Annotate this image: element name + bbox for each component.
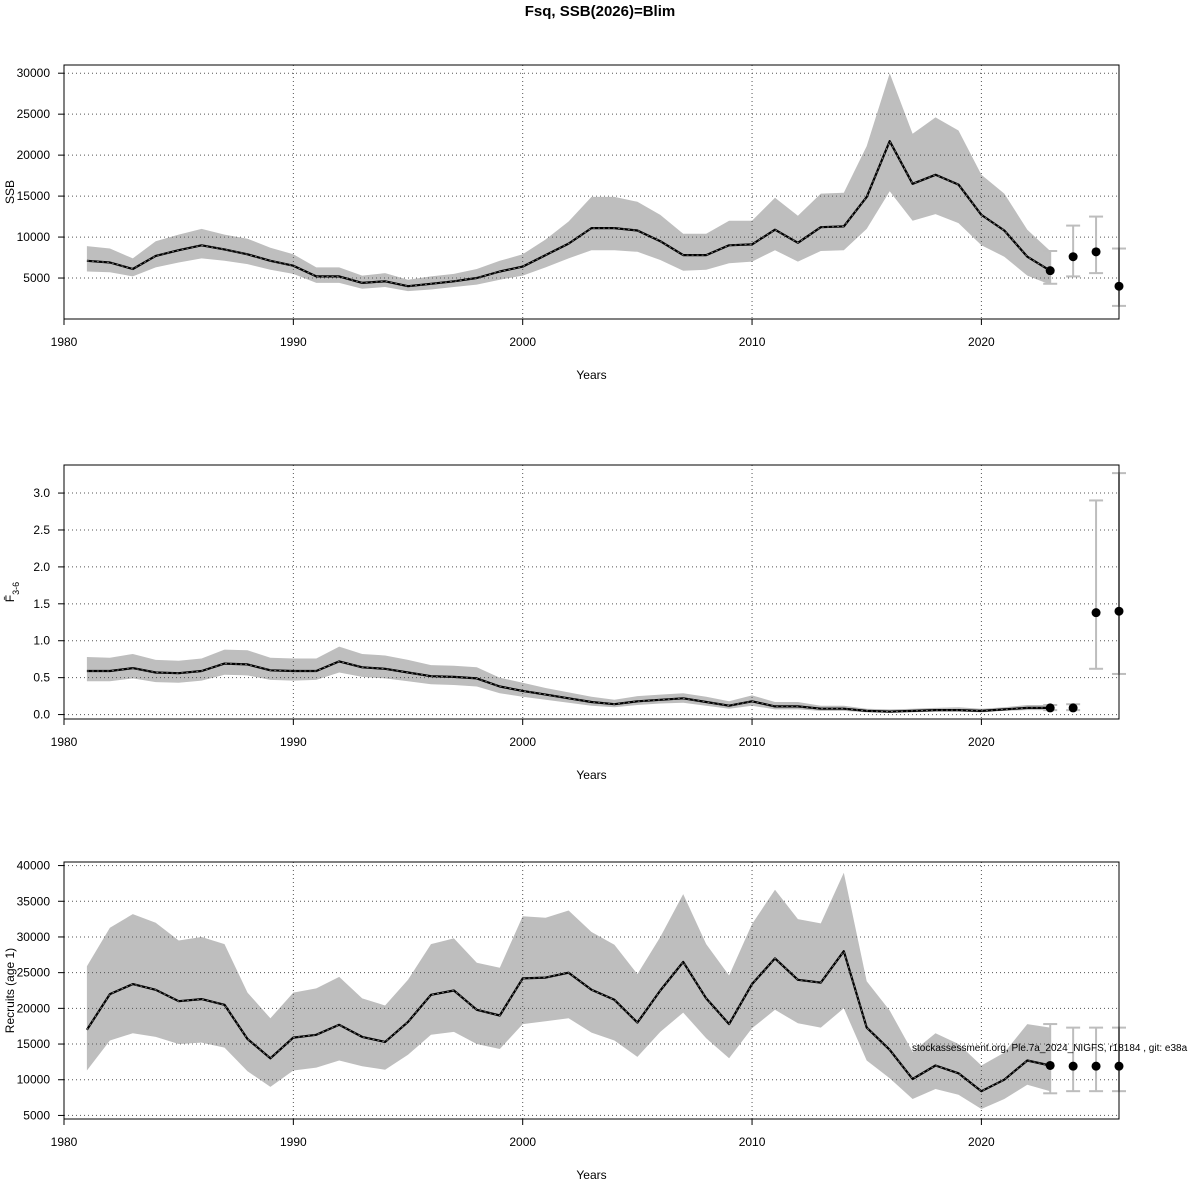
fbar-y-axis-label: F̄3-6 (3, 582, 21, 602)
ssb-forecast-point-2023 (1045, 266, 1055, 276)
recruitment-y-tick-label-40000: 40000 (17, 859, 51, 873)
recruitment-estimate-dash (86, 950, 1051, 1092)
fbar-plot-frame (63, 464, 1120, 720)
recruitment-y-axis-label: Recruits (age 1) (3, 948, 17, 1033)
recruitment-x-tick-label-1990: 1990 (280, 1135, 307, 1149)
recruitment-x-axis-label: Years (576, 1168, 606, 1182)
ssb-y-tick-label-25000: 25000 (17, 107, 51, 121)
fbar-confidence-band (86, 646, 1051, 713)
recruitment-y-tick-label-15000: 15000 (17, 1037, 51, 1051)
recruitment-y-tick-label-25000: 25000 (17, 966, 51, 980)
ssb-x-tick-label-1990: 1990 (280, 335, 307, 349)
footnote-credit: stockassessment.org, Ple.7a_2024_NIGFS, … (912, 1043, 1188, 1054)
fbar-y-tick-label-2: 2.0 (33, 560, 50, 574)
fbar-y-tick-label-2.5: 2.5 (33, 523, 50, 537)
recruitment-y-tick-label-5000: 5000 (23, 1108, 50, 1122)
fbar-x-tick-label-2000: 2000 (509, 735, 536, 749)
ssb-panel: 1980 1990 2000 2010 2020 5000 10000 15000 20000 2… (3, 64, 1126, 382)
recruitment-forecast-point-2024 (1068, 1061, 1078, 1071)
chart-title: Fsq, SSB(2026)=Blim (525, 3, 675, 20)
recruitment-x-tick-label-1980: 1980 (51, 1135, 78, 1149)
fbar-panel: 1980 1990 2000 2010 2020 0.0 0.5 1.0 1.5 2.0 2.5 3.… (3, 464, 1126, 782)
fbar-y-tick-label-0.5: 0.5 (33, 671, 50, 685)
fbar-y-axis-label-subscript: 3-6 (11, 582, 21, 595)
fbar-y-tick-label-0: 0.0 (33, 708, 50, 722)
ssb-y-axis-label: SSB (3, 180, 17, 204)
recruitment-y-tick-label-30000: 30000 (17, 930, 51, 944)
fbar-y-tick-label-1: 1.0 (33, 634, 50, 648)
fbar-y-tick-label-1.5: 1.5 (33, 597, 50, 611)
recruitment-x-tick-label-2000: 2000 (509, 1135, 536, 1149)
ssb-y-tick-label-5000: 5000 (23, 271, 50, 285)
recruitment-x-tick-label-2020: 2020 (968, 1135, 995, 1149)
fbar-forecast-point-2024 (1068, 703, 1078, 713)
ssb-x-axis-label: Years (576, 368, 606, 382)
ssb-forecast-point-2024 (1068, 252, 1078, 262)
recruitment-y-tick-label-10000: 10000 (17, 1073, 51, 1087)
recruitment-forecast-point-2023 (1045, 1060, 1055, 1070)
ssb-y-tick-label-10000: 10000 (17, 230, 51, 244)
ssb-x-tick-label-2000: 2000 (509, 335, 536, 349)
fbar-forecast-point-2023 (1045, 703, 1055, 713)
fbar-estimate-dash (86, 660, 1051, 713)
ssb-x-tick-label-1980: 1980 (51, 335, 78, 349)
fbar-y-tick-label-3: 3.0 (33, 486, 50, 500)
fbar-x-tick-label-1980: 1980 (51, 735, 78, 749)
ssb-y-tick-label-30000: 30000 (17, 66, 51, 80)
ssb-plot-frame (63, 64, 1120, 320)
recruitment-plot-frame (63, 861, 1120, 1120)
recruitment-x-tick-label-2010: 2010 (739, 1135, 766, 1149)
recruitment-y-tick-label-20000: 20000 (17, 1001, 51, 1015)
ssb-x-tick-label-2010: 2010 (739, 335, 766, 349)
fbar-x-tick-label-2020: 2020 (968, 735, 995, 749)
fbar-x-tick-label-1990: 1990 (280, 735, 307, 749)
fbar-forecast-point-2025 (1091, 608, 1101, 618)
ssb-y-tick-label-15000: 15000 (17, 189, 51, 203)
recruitment-panel: 1980 1990 2000 2010 2020 5000 10000 15000 20000 2… (3, 859, 1126, 1182)
ssb-y-tick-label-20000: 20000 (17, 148, 51, 162)
fbar-x-tick-label-2010: 2010 (739, 735, 766, 749)
fbar-x-axis-label: Years (576, 768, 606, 782)
recruitment-confidence-band (86, 872, 1051, 1109)
ssb-confidence-band (86, 73, 1051, 292)
recruitment-y-tick-label-35000: 35000 (17, 894, 51, 908)
recruitment-forecast-point-2025 (1091, 1061, 1101, 1071)
ssb-forecast-point-2025 (1091, 247, 1101, 257)
ssb-estimate-dash (86, 140, 1051, 287)
ssb-x-tick-label-2020: 2020 (968, 335, 995, 349)
